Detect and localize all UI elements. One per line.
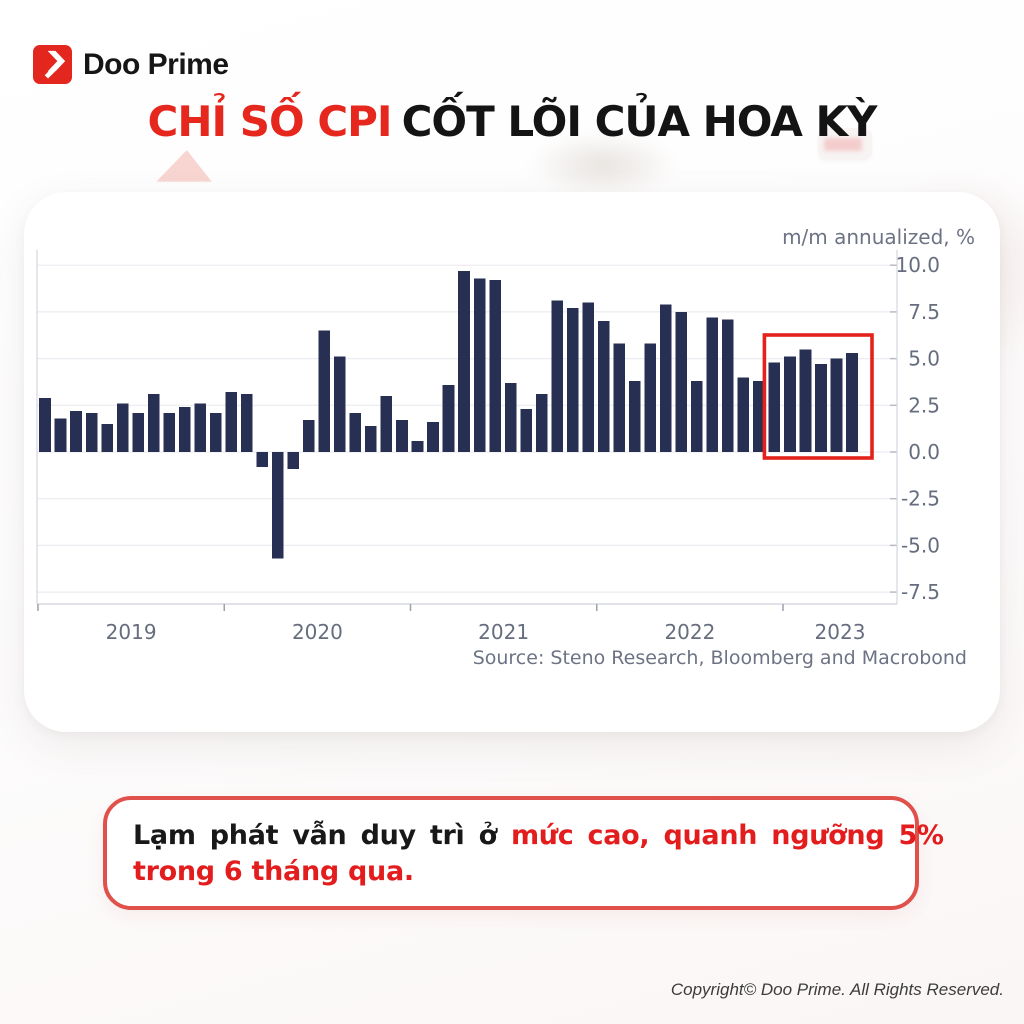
cpi-bar xyxy=(225,392,238,452)
x-tick-label: 2023 xyxy=(815,620,866,644)
y-tick-label: -2.5 xyxy=(901,487,940,511)
copyright-text: Copyright© Doo Prime. All Rights Reserve… xyxy=(670,980,1004,999)
cpi-bar xyxy=(706,317,719,452)
note-text: Lạm phát vẫn duy trì ở mức cao, quanh ng… xyxy=(133,818,944,890)
title-highlight: CHỈ SỐ CPI xyxy=(147,97,393,146)
cpi-bar xyxy=(582,302,594,452)
cpi-bar xyxy=(163,412,175,452)
y-tick-label: 5.0 xyxy=(908,347,940,371)
cpi-bar xyxy=(427,422,439,452)
cpi-bar xyxy=(830,358,843,452)
cpi-bar xyxy=(349,412,362,452)
cpi-bar xyxy=(722,319,734,452)
cpi-bar xyxy=(365,425,377,452)
cpi-bar xyxy=(815,364,827,452)
cpi-bar xyxy=(272,452,284,559)
x-tick-label: 2019 xyxy=(106,620,157,644)
cpi-bar xyxy=(116,403,129,452)
cpi-bar xyxy=(613,343,626,452)
cpi-bar xyxy=(768,362,781,452)
cpi-bar xyxy=(520,409,532,452)
y-tick-label: 0.0 xyxy=(908,440,940,464)
cpi-bar xyxy=(380,395,393,452)
cpi-bar xyxy=(194,403,206,452)
y-axis-unit-label: m/m annualized, % xyxy=(782,225,975,249)
note-line-2: trong 6 tháng qua. xyxy=(133,854,944,890)
y-tick-label: -5.0 xyxy=(901,533,940,557)
cpi-bar xyxy=(846,353,858,452)
cpi-bar xyxy=(85,412,98,452)
y-tick-label: 2.5 xyxy=(908,393,940,417)
cpi-bar xyxy=(442,384,455,452)
cpi-bar xyxy=(566,308,579,452)
cpi-bar xyxy=(411,440,424,452)
note-box: Lạm phát vẫn duy trì ở mức cao, quanh ng… xyxy=(103,796,944,910)
brand-name: Doo Prime xyxy=(83,47,229,81)
cpi-bar xyxy=(458,270,470,452)
doo-prime-logo: Doo Prime xyxy=(33,45,229,84)
cpi-bar xyxy=(628,381,641,452)
cpi-bar xyxy=(504,382,517,452)
cpi-bar xyxy=(473,278,486,452)
cpi-bar xyxy=(147,394,160,452)
y-tick-label: 7.5 xyxy=(908,300,940,324)
title-rest: CỐT LÕI CỦA HOA KỲ xyxy=(401,97,878,146)
cpi-bar xyxy=(691,381,703,452)
cpi-bar xyxy=(396,420,408,452)
cpi-bar xyxy=(334,356,346,452)
cpi-bar xyxy=(303,420,315,452)
note-black-text: Lạm phát vẫn duy trì ở xyxy=(133,820,497,851)
cpi-bar xyxy=(70,410,82,452)
cpi-bar xyxy=(240,394,253,452)
cpi-bar xyxy=(256,452,269,467)
chart-card: 10.0 7.5 5.0 2.5 0.0 -2.5 -5.0 -7.5 2019 2020 2021… xyxy=(24,192,1000,732)
cpi-bar xyxy=(178,407,191,452)
cpi-bar xyxy=(660,304,672,452)
background-triangle-decor xyxy=(156,150,212,182)
cpi-bar xyxy=(535,394,548,452)
y-tick-label: -7.5 xyxy=(901,580,940,604)
doo-prime-logo-icon xyxy=(33,45,72,84)
cpi-bar xyxy=(101,423,113,452)
cpi-bar xyxy=(39,397,51,452)
cpi-bar xyxy=(551,300,563,452)
x-tick-label: 2021 xyxy=(478,620,529,644)
y-tick-label: 10.0 xyxy=(895,253,940,277)
cpi-bar xyxy=(597,321,610,452)
cpi-bar xyxy=(54,418,67,452)
cpi-bar xyxy=(132,412,144,452)
cpi-bar-chart: 10.0 7.5 5.0 2.5 0.0 -2.5 -5.0 -7.5 2019 2020 2021… xyxy=(36,250,940,644)
cpi-bar xyxy=(489,280,501,452)
cpi-bar xyxy=(737,377,750,452)
highlight-box xyxy=(762,333,874,460)
cpi-bar xyxy=(753,381,765,452)
x-tick-label: 2020 xyxy=(292,620,343,644)
cpi-bar xyxy=(784,356,796,452)
cpi-bar xyxy=(799,349,812,452)
cpi-bar xyxy=(644,343,657,452)
cpi-bar xyxy=(287,452,300,469)
cpi-bar xyxy=(209,412,222,452)
note-line-1: Lạm phát vẫn duy trì ở mức cao, quanh ng… xyxy=(133,818,944,854)
cpi-bar xyxy=(318,330,331,452)
note-red-text-2: trong 6 tháng qua. xyxy=(133,856,414,887)
cpi-bar xyxy=(675,311,688,452)
x-tick-label: 2022 xyxy=(664,620,715,644)
note-red-text-1: mức cao, quanh ngưỡng 5% xyxy=(510,820,944,851)
chart-source: Source: Steno Research, Bloomberg and Ma… xyxy=(472,647,967,669)
page-title: CHỈ SỐ CPI CỐT LÕI CỦA HOA KỲ xyxy=(0,96,1024,148)
